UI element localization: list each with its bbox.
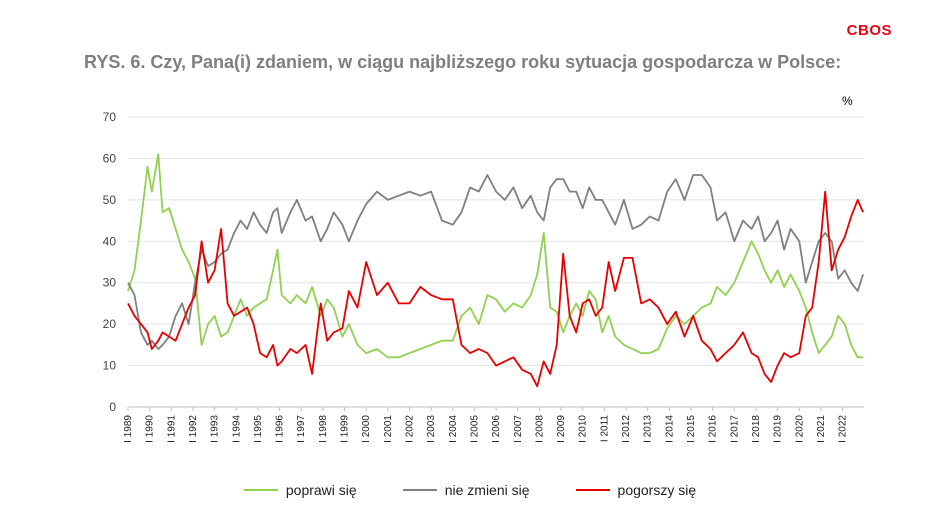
x-tick-label: I 2015 [686, 415, 697, 443]
x-tick-label: I 2019 [773, 415, 784, 443]
x-tick-label: I 1998 [318, 415, 329, 443]
y-tick-label: 10 [103, 359, 117, 373]
x-tick-label: I 2009 [556, 415, 567, 443]
x-tick-label: I 2010 [578, 415, 589, 443]
y-tick-label: 70 [103, 110, 117, 124]
x-tick-label: I 2008 [534, 415, 545, 443]
x-tick-label: I 1996 [275, 415, 286, 443]
y-tick-label: 50 [103, 193, 117, 207]
x-tick-label: I 2011 [599, 415, 610, 442]
chart-title: RYS. 6. Czy, Pana(i) zdaniem, w ciągu na… [84, 52, 842, 72]
line-chart: 0 10 20 30 40 50 60 70 I 1989 I 1990 I 1991 I 1992 I… [103, 110, 864, 443]
x-tick-label: I 2001 [383, 415, 394, 443]
x-tick-label: I 1990 [145, 415, 156, 443]
y-tick-label: 60 [103, 151, 117, 165]
y-tick-label: 30 [103, 276, 117, 290]
cbos-logo: CBOS [846, 22, 892, 39]
legend-item-improve: poprawi się [243, 482, 357, 498]
x-tick-label: I 1989 [123, 415, 134, 443]
series-line-worsen [127, 190, 864, 388]
x-tick-label: I 2005 [469, 415, 480, 443]
chart-legend: poprawi się nie zmieni się pogorszy się [0, 482, 940, 498]
x-tick-label: I 2014 [664, 415, 675, 443]
legend-swatch-worsen [575, 489, 610, 491]
x-tick-label: I 1995 [253, 415, 264, 443]
x-tick-label: I 2000 [361, 415, 372, 443]
x-tick-label: I 2006 [491, 415, 502, 443]
series-line-improve [127, 153, 864, 359]
x-tick-label: I 1999 [340, 415, 351, 443]
legend-label-improve: poprawi się [285, 482, 357, 498]
x-tick-label: I 1997 [296, 415, 307, 443]
y-tick-label: 20 [103, 317, 117, 331]
x-tick-label: I 2013 [643, 415, 654, 443]
legend-label-worsen: pogorszy się [617, 482, 697, 498]
legend-item-no-change: nie zmieni się [402, 482, 530, 498]
legend-swatch-no-change [402, 489, 437, 491]
y-tick-label: 40 [103, 234, 117, 248]
x-tick-label: I 1992 [188, 415, 199, 443]
x-tick-label: I 1993 [210, 415, 221, 443]
x-tick-label: I 2017 [729, 415, 740, 443]
x-tick-label: I 2004 [448, 415, 459, 443]
x-tick-label: I 2020 [794, 415, 805, 443]
x-tick-label: I 2018 [751, 415, 762, 443]
x-tick-label: I 2003 [426, 415, 437, 443]
series-line-no-change [127, 174, 864, 350]
y-unit-label: % [842, 94, 853, 108]
x-tick-label: I 2002 [404, 415, 415, 443]
x-tick-label: I 2012 [621, 415, 632, 443]
legend-label-no-change: nie zmieni się [444, 482, 530, 498]
x-tick-label: I 1991 [166, 415, 177, 443]
x-tick-label: I 2016 [708, 415, 719, 443]
y-tick-label: 0 [109, 400, 116, 414]
x-tick-label: I 2007 [513, 415, 524, 443]
x-tick-label: I 2021 [816, 415, 827, 443]
legend-swatch-improve [243, 489, 278, 491]
x-tick-label: I 1994 [231, 415, 242, 443]
legend-item-worsen: pogorszy się [575, 482, 697, 498]
x-tick-label: I 2022 [838, 415, 849, 443]
